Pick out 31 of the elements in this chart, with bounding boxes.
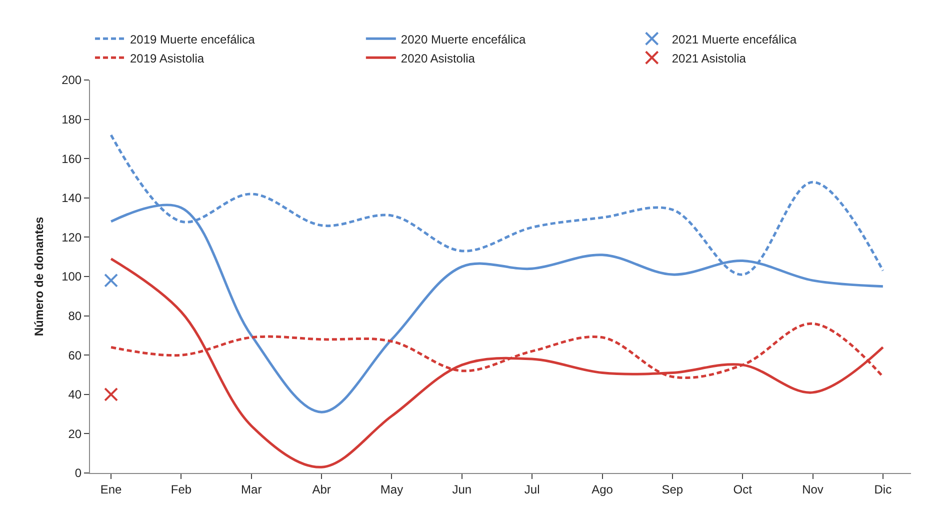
x-tick-label: Sep [662,482,684,496]
x-tick-label: Mar [241,482,262,496]
y-tick-label: 160 [62,152,82,166]
line-series [110,258,884,468]
x-tick-label: Ene [100,482,122,496]
x-tick-label: May [380,482,404,496]
y-tick-label: 0 [74,466,82,480]
y-tick-label: 200 [62,73,82,88]
legend-label: 2021 Muerte encefálica [672,32,797,46]
y-tick-label: 100 [62,270,82,284]
x-tick-label: Oct [733,482,753,496]
legend-label: 2020 Muerte encefálica [400,32,526,46]
x-tick-label: Jun [452,482,472,496]
x-tick-label: Jul [524,482,540,496]
y-tick-label: 20 [68,426,82,441]
y-tick-label: 40 [68,388,82,402]
y-tick-label: 60 [68,348,82,362]
legend-label: 2021 Asistolia [672,51,746,66]
legend-label: 2019 Muerte encefálica [130,32,256,46]
x-tick-label: Nov [802,482,824,496]
y-axis-title: Número de donantes [32,216,46,336]
legend-label: 2020 Asistolia [400,51,476,66]
y-tick-label: 180 [62,112,82,126]
x-tick-label: Abr [312,482,331,496]
x-tick-label: Dic [874,482,892,496]
y-tick-label: 120 [62,230,82,244]
legend-label: 2019 Asistolia [130,51,204,66]
y-tick-label: 80 [68,309,82,323]
y-tick-label: 140 [62,191,82,206]
x-tick-label: Feb [170,482,192,496]
x-tick-label: Ago [592,482,614,496]
